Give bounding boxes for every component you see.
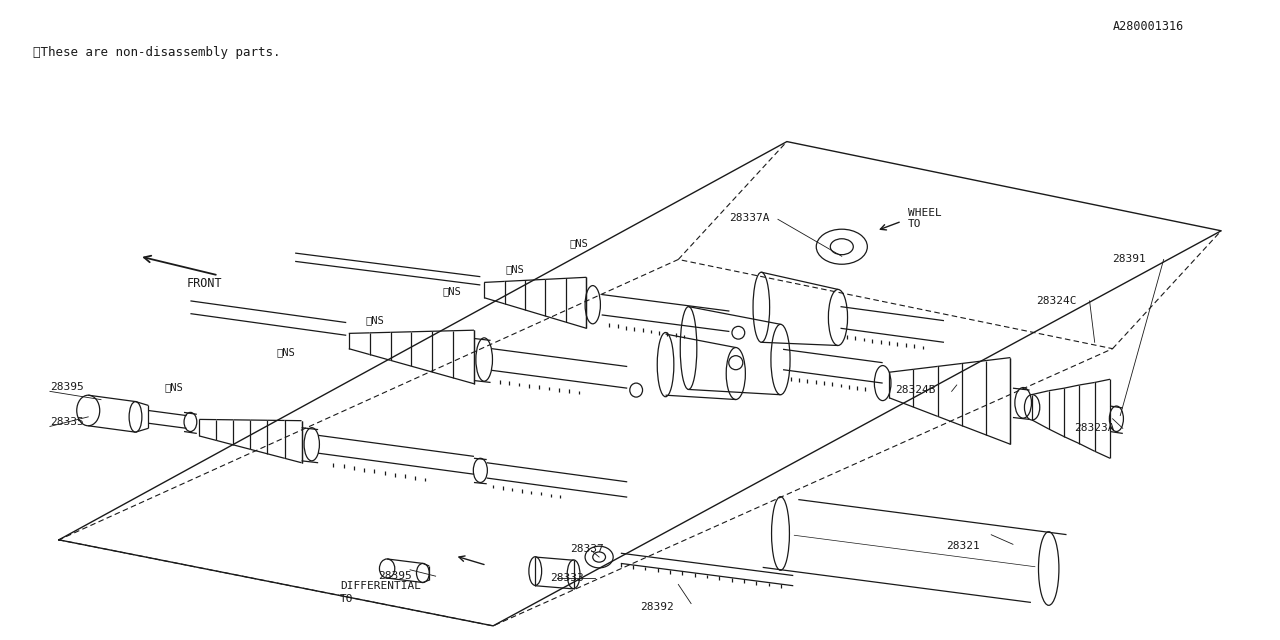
Text: TO: TO <box>909 220 922 229</box>
Text: DIFFERENTIAL: DIFFERENTIAL <box>340 581 421 591</box>
Text: ※NS: ※NS <box>442 286 461 296</box>
Text: 28395: 28395 <box>50 382 83 392</box>
Text: ※NS: ※NS <box>365 315 384 325</box>
Text: A280001316: A280001316 <box>1112 20 1184 33</box>
Text: 28337A: 28337A <box>730 213 769 223</box>
Text: 28324C: 28324C <box>1036 296 1076 306</box>
Text: ※These are non-disassembly parts.: ※These are non-disassembly parts. <box>33 46 280 59</box>
Text: ※NS: ※NS <box>276 347 294 357</box>
Text: 28335: 28335 <box>50 417 83 427</box>
Text: 28333: 28333 <box>550 573 585 583</box>
Text: ※NS: ※NS <box>165 382 183 392</box>
Text: WHEEL: WHEEL <box>909 208 942 218</box>
Text: TO: TO <box>340 594 353 604</box>
Text: 28337: 28337 <box>570 545 603 554</box>
Text: ※NS: ※NS <box>570 239 589 248</box>
Text: 28324B: 28324B <box>896 385 936 395</box>
Text: 28392: 28392 <box>640 602 673 612</box>
Text: FRONT: FRONT <box>187 276 223 289</box>
Text: 28323A: 28323A <box>1074 423 1115 433</box>
Text: ※NS: ※NS <box>506 264 525 274</box>
Text: 28395: 28395 <box>378 571 412 581</box>
Text: 28391: 28391 <box>1112 255 1147 264</box>
Text: 28321: 28321 <box>946 541 980 551</box>
